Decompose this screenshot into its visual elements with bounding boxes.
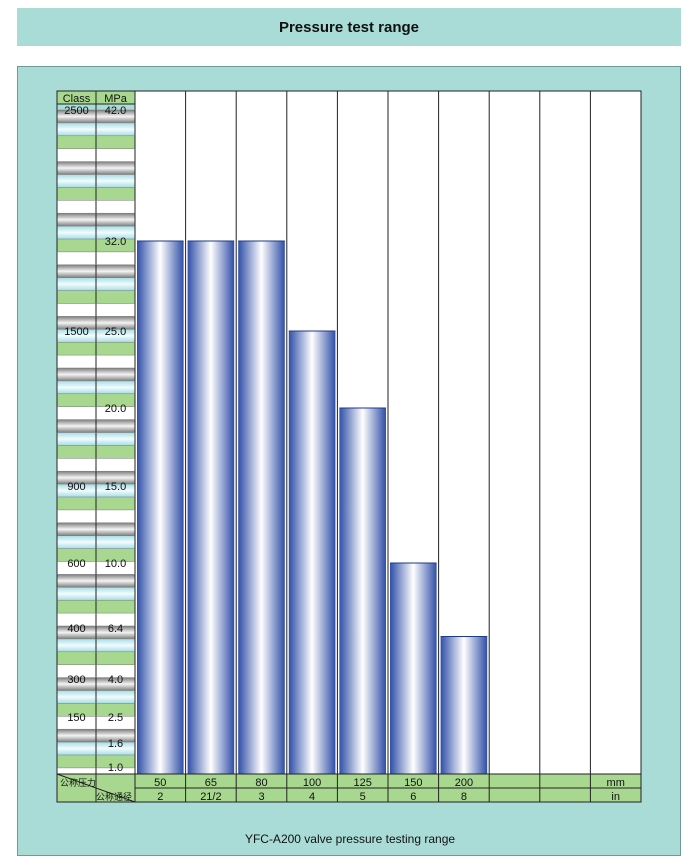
in-label-5: 5 (360, 791, 366, 803)
header-class: Class (63, 93, 91, 105)
bar-150 (390, 563, 437, 774)
mpa-tick-20.0: 20.0 (105, 403, 126, 415)
chart-frame (56, 90, 642, 803)
bar-50 (137, 241, 184, 774)
unit-in: in (611, 791, 620, 803)
in-label-3: 3 (258, 791, 264, 803)
row-label-nominal-diameter: 公称通径 (96, 791, 132, 802)
in-label-2: 2 (157, 791, 163, 803)
in-label-4: 4 (309, 791, 315, 803)
class-tick-300: 300 (67, 674, 85, 686)
in-label-8: 8 (461, 791, 467, 803)
bar-80 (238, 241, 285, 774)
mpa-tick-4.0: 4.0 (108, 674, 123, 686)
unit-mm: mm (607, 777, 625, 789)
class-tick-900: 900 (67, 481, 85, 493)
mpa-tick-25.0: 25.0 (105, 326, 126, 338)
mm-label-100: 100 (303, 777, 321, 789)
mpa-tick-15.0: 15.0 (105, 481, 126, 493)
mpa-tick-2.5: 2.5 (108, 712, 123, 724)
class-tick-1500: 1500 (64, 326, 88, 338)
mm-label-50: 50 (154, 777, 166, 789)
row-label-nominal-pressure: 公称压力 (60, 777, 96, 788)
class-tick-400: 400 (67, 623, 85, 635)
mm-label-125: 125 (354, 777, 372, 789)
in-label-6: 6 (410, 791, 416, 803)
bar-65 (187, 241, 235, 774)
in-label-21/2: 21/2 (200, 791, 221, 803)
mm-label-65: 65 (205, 777, 217, 789)
bar-125 (339, 408, 386, 774)
mpa-tick-42.0: 42.0 (105, 105, 126, 117)
mm-label-150: 150 (404, 777, 422, 789)
class-tick-600: 600 (67, 558, 85, 570)
mpa-tick-1.6: 1.6 (108, 738, 123, 750)
bar-200 (440, 636, 488, 774)
mm-label-200: 200 (455, 777, 473, 789)
axis-diagonal (56, 773, 136, 803)
bar-100 (288, 331, 336, 774)
class-tick-2500: 2500 (64, 105, 88, 117)
chart-caption: YFC-A200 valve pressure testing range (244, 832, 456, 846)
mpa-tick-1.0: 1.0 (108, 762, 123, 774)
mpa-tick-10.0: 10.0 (105, 558, 126, 570)
class-tick-150: 150 (67, 712, 85, 724)
header-mpa: MPa (104, 93, 128, 105)
mpa-tick-32.0: 32.0 (105, 236, 126, 248)
mm-label-80: 80 (255, 777, 267, 789)
page-title: Pressure test range (17, 8, 681, 46)
mpa-tick-6.4: 6.4 (108, 623, 123, 635)
